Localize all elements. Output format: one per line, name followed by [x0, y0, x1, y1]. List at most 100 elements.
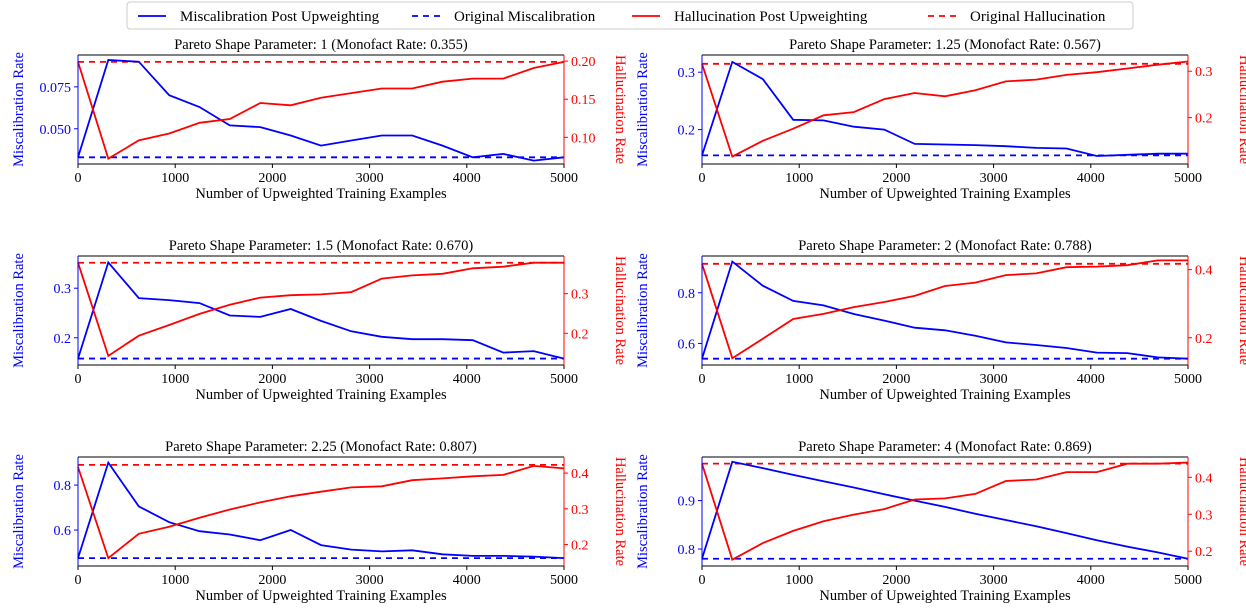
x-tick-label: 3000	[980, 372, 1008, 387]
x-tick-label: 2000	[258, 372, 286, 387]
hallucination-series-line	[77, 261, 564, 358]
y-right-tick-label: 0.2	[571, 539, 589, 554]
subplot-title: Pareto Shape Parameter: 2 (Monofact Rate…	[798, 238, 1092, 254]
y-right-axis-label: Hallucination Rate	[612, 457, 628, 566]
y-right-tick-label: 0.2	[1195, 545, 1213, 560]
x-axis-label: Number of Upweighted Training Examples	[195, 588, 447, 604]
subplot: Pareto Shape Parameter: 2 (Monofact Rate…	[635, 238, 1246, 403]
y-right-tick-label: 0.15	[571, 93, 596, 108]
x-tick-label: 3000	[980, 573, 1008, 588]
y-left-tick-label: 0.9	[678, 495, 696, 510]
x-tick-label: 1000	[161, 573, 189, 588]
x-tick-label: 3000	[356, 573, 384, 588]
y-right-tick-label: 0.20	[571, 55, 596, 70]
y-right-axis-label: Hallucination Rate	[612, 55, 628, 164]
y-right-tick-label: 0.2	[1195, 112, 1213, 127]
x-tick-label: 2000	[258, 573, 286, 588]
y-right-axis-label: Hallucination Rate	[612, 256, 628, 365]
subplot-title: Pareto Shape Parameter: 1.5 (Monofact Ra…	[169, 238, 474, 254]
y-left-axis-label: Miscalibration Rate	[635, 454, 651, 569]
x-tick-label: 4000	[1077, 171, 1105, 186]
x-tick-label: 3000	[980, 171, 1008, 186]
hallucination-series-line	[701, 60, 1189, 158]
x-tick-label: 5000	[550, 372, 578, 387]
hallucination-series-line	[77, 61, 565, 161]
y-right-tick-label: 0.3	[1195, 508, 1213, 523]
x-tick-label: 2000	[882, 171, 910, 186]
x-tick-label: 2000	[882, 372, 910, 387]
legend-label: Miscalibration Post Upweighting	[180, 9, 380, 25]
legend-entry-miscalibration-post: Miscalibration Post Upweighting	[138, 9, 380, 25]
legend-label: Original Miscalibration	[454, 9, 596, 25]
y-left-axis-label: Miscalibration Rate	[11, 253, 27, 368]
x-tick-label: 1000	[785, 573, 813, 588]
y-left-tick-label: 0.3	[54, 282, 72, 297]
x-axis-label: Number of Upweighted Training Examples	[819, 387, 1071, 403]
x-tick-label: 3000	[356, 171, 384, 186]
x-axis-label: Number of Upweighted Training Examples	[819, 588, 1071, 604]
x-tick-label: 1000	[161, 372, 189, 387]
x-tick-label: 0	[699, 372, 706, 387]
legend-entry-original-hallucination: Original Hallucination	[928, 9, 1106, 25]
y-left-tick-label: 0.050	[40, 123, 72, 138]
y-right-tick-label: 0.4	[1195, 264, 1213, 279]
subplot: Pareto Shape Parameter: 1 (Monofact Rate…	[11, 37, 628, 202]
y-right-tick-label: 0.4	[1195, 471, 1213, 486]
legend-entry-hallucination-post: Hallucination Post Upweighting	[632, 9, 868, 25]
hallucination-series-line	[701, 259, 1188, 360]
x-tick-label: 2000	[258, 171, 286, 186]
miscalibration-series-line	[701, 260, 1189, 360]
y-left-tick-label: 0.075	[40, 81, 72, 96]
subplot: Pareto Shape Parameter: 4 (Monofact Rate…	[635, 439, 1246, 604]
y-right-tick-label: 0.3	[571, 503, 589, 518]
subplot-title: Pareto Shape Parameter: 1 (Monofact Rate…	[174, 37, 468, 53]
x-tick-label: 0	[699, 573, 706, 588]
x-tick-label: 4000	[1077, 372, 1105, 387]
x-tick-label: 2000	[882, 573, 910, 588]
x-tick-label: 5000	[1174, 171, 1202, 186]
y-left-axis-label: Miscalibration Rate	[11, 454, 27, 569]
subplot: Pareto Shape Parameter: 2.25 (Monofact R…	[11, 439, 628, 604]
legend-entry-original-miscalibration: Original Miscalibration	[412, 9, 596, 25]
x-tick-label: 0	[75, 171, 82, 186]
panels: Pareto Shape Parameter: 1 (Monofact Rate…	[11, 37, 1246, 604]
miscalibration-series-line	[701, 460, 1189, 560]
x-tick-label: 4000	[453, 171, 481, 186]
x-tick-label: 0	[699, 171, 706, 186]
x-tick-label: 5000	[550, 171, 578, 186]
y-right-tick-label: 0.2	[571, 327, 589, 342]
x-tick-label: 1000	[785, 171, 813, 186]
y-right-axis-label: Hallucination Rate	[1236, 256, 1246, 365]
legend-frame	[126, 1, 1134, 30]
legend: Miscalibration Post Upweighting Original…	[126, 1, 1134, 30]
legend-label: Original Hallucination	[970, 9, 1106, 25]
x-tick-label: 5000	[1174, 372, 1202, 387]
y-left-tick-label: 0.2	[54, 332, 72, 347]
y-left-tick-label: 0.8	[678, 543, 696, 558]
x-tick-label: 5000	[1174, 573, 1202, 588]
subplot-title: Pareto Shape Parameter: 2.25 (Monofact R…	[165, 439, 477, 455]
y-right-tick-label: 0.2	[1195, 332, 1213, 347]
x-tick-label: 1000	[785, 372, 813, 387]
y-right-tick-label: 0.3	[1195, 65, 1213, 80]
y-left-tick-label: 0.8	[54, 479, 72, 494]
miscalibration-series-line	[77, 59, 565, 162]
miscalibration-series-line	[701, 60, 1188, 157]
x-tick-label: 0	[75, 372, 82, 387]
y-left-tick-label: 0.6	[678, 337, 696, 352]
miscalibration-series-line	[77, 260, 565, 360]
x-tick-label: 5000	[550, 573, 578, 588]
y-right-axis-label: Hallucination Rate	[1236, 457, 1246, 566]
y-right-tick-label: 0.3	[571, 288, 589, 303]
y-right-tick-label: 0.10	[571, 131, 596, 146]
x-axis-label: Number of Upweighted Training Examples	[195, 186, 447, 202]
x-axis-label: Number of Upweighted Training Examples	[195, 387, 447, 403]
hallucination-series-line	[701, 461, 1189, 562]
y-left-tick-label: 0.6	[54, 524, 72, 539]
y-right-tick-label: 0.4	[571, 467, 589, 482]
y-left-tick-label: 0.2	[678, 124, 696, 139]
subplot: Pareto Shape Parameter: 1.5 (Monofact Ra…	[11, 238, 628, 403]
subplot: Pareto Shape Parameter: 1.25 (Monofact R…	[635, 37, 1246, 202]
x-tick-label: 4000	[453, 372, 481, 387]
